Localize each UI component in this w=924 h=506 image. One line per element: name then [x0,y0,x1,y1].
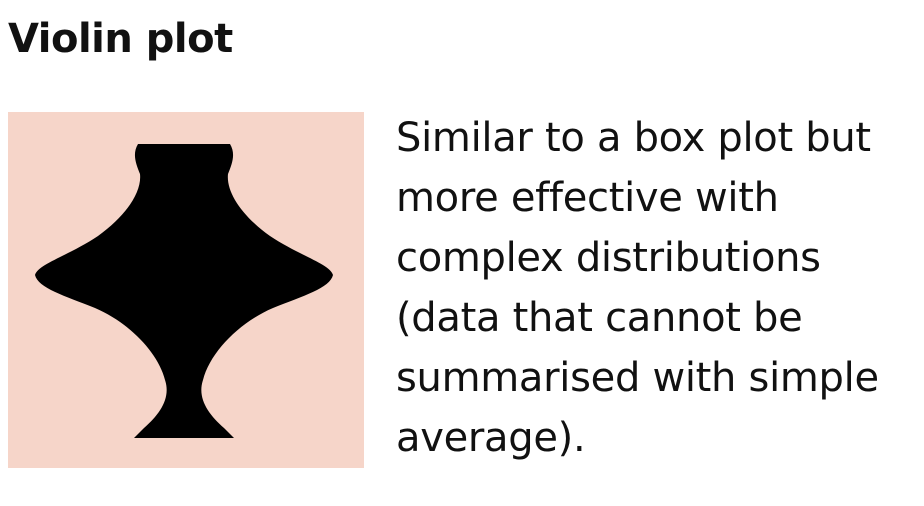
description-line: summarised with simple [396,355,879,401]
violin-shape [35,144,333,438]
description-line: more effective with [396,175,779,221]
description-line: (data that cannot be [396,295,803,341]
description-line: average). [396,415,586,461]
description-line: complex distributions [396,235,821,281]
violin-illustration-panel [8,112,364,468]
violin-plot-icon [8,112,364,468]
card-title: Violin plot [8,16,233,62]
description-line: Similar to a box plot but [396,115,871,161]
card-description: Similar to a box plot but more effective… [396,108,916,468]
